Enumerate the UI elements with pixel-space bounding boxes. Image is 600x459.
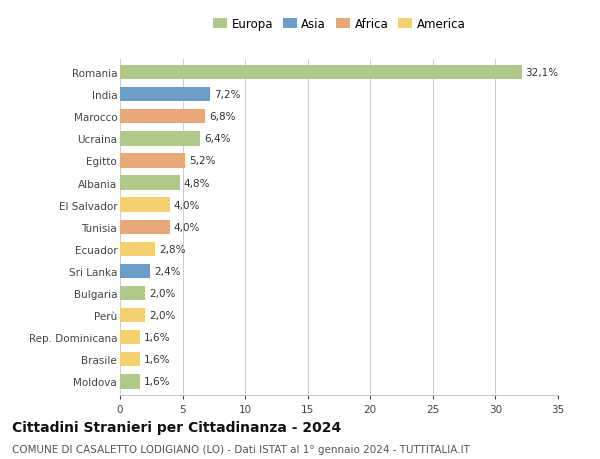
Bar bbox=[120, 375, 140, 389]
Text: 2,4%: 2,4% bbox=[154, 266, 180, 276]
Bar bbox=[120, 110, 205, 124]
Text: 1,6%: 1,6% bbox=[144, 332, 170, 342]
Text: 4,0%: 4,0% bbox=[174, 200, 200, 210]
Text: 32,1%: 32,1% bbox=[526, 68, 559, 78]
Bar bbox=[120, 308, 145, 323]
Bar bbox=[120, 220, 170, 235]
Text: Cittadini Stranieri per Cittadinanza - 2024: Cittadini Stranieri per Cittadinanza - 2… bbox=[12, 420, 341, 434]
Text: 1,6%: 1,6% bbox=[144, 354, 170, 364]
Text: 6,4%: 6,4% bbox=[204, 134, 230, 144]
Bar bbox=[120, 132, 200, 146]
Bar bbox=[120, 264, 150, 279]
Text: COMUNE DI CASALETTO LODIGIANO (LO) - Dati ISTAT al 1° gennaio 2024 - TUTTITALIA.: COMUNE DI CASALETTO LODIGIANO (LO) - Dat… bbox=[12, 444, 470, 454]
Legend: Europa, Asia, Africa, America: Europa, Asia, Africa, America bbox=[211, 15, 467, 33]
Text: 2,8%: 2,8% bbox=[159, 244, 185, 254]
Bar bbox=[120, 176, 180, 190]
Bar bbox=[120, 154, 185, 168]
Bar bbox=[120, 198, 170, 213]
Text: 7,2%: 7,2% bbox=[214, 90, 241, 100]
Bar bbox=[120, 88, 210, 102]
Bar bbox=[120, 330, 140, 345]
Bar bbox=[120, 242, 155, 257]
Text: 5,2%: 5,2% bbox=[189, 156, 215, 166]
Text: 4,8%: 4,8% bbox=[184, 178, 211, 188]
Text: 6,8%: 6,8% bbox=[209, 112, 235, 122]
Bar bbox=[120, 66, 522, 80]
Text: 4,0%: 4,0% bbox=[174, 222, 200, 232]
Text: 1,6%: 1,6% bbox=[144, 376, 170, 386]
Text: 2,0%: 2,0% bbox=[149, 288, 175, 298]
Bar bbox=[120, 286, 145, 301]
Text: 2,0%: 2,0% bbox=[149, 310, 175, 320]
Bar bbox=[120, 353, 140, 367]
